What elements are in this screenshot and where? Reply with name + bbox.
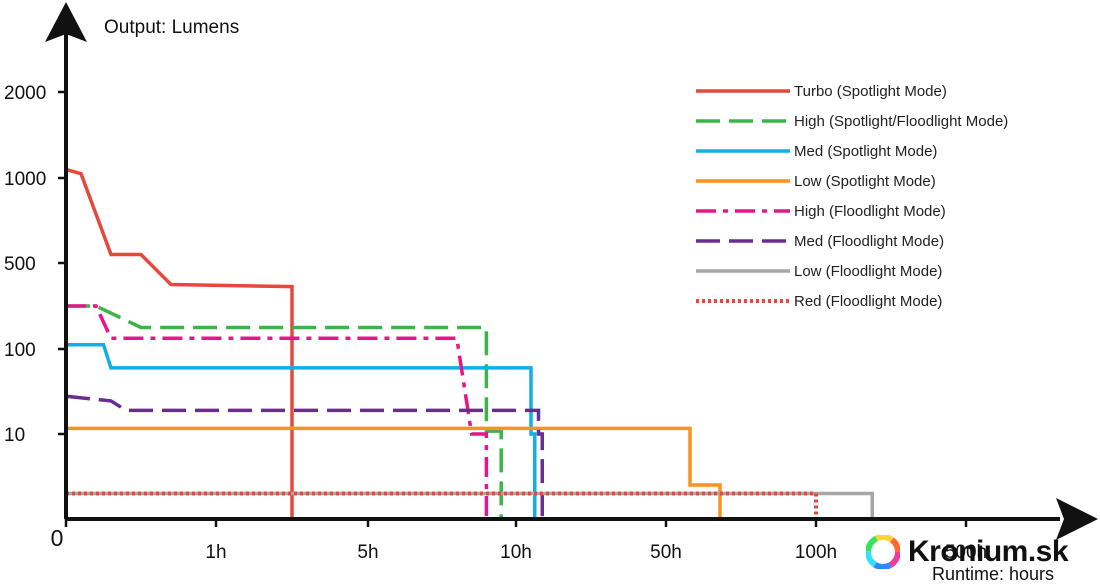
x-tick-label: 50h	[650, 542, 682, 563]
legend-item: Med (Floodlight Mode)	[690, 226, 1008, 256]
legend-label: Red (Floodlight Mode)	[794, 292, 943, 310]
y-tick-label: 2000	[4, 83, 46, 104]
legend: Turbo (Spotlight Mode) High (Spotlight/Fl…	[690, 76, 1008, 316]
x-tick-label: 5h	[357, 542, 378, 563]
legend-label: High (Floodlight Mode)	[794, 202, 946, 220]
legend-swatch	[696, 299, 790, 303]
legend-swatch	[696, 269, 790, 273]
series-line	[65, 167, 294, 519]
series-line	[66, 304, 503, 519]
series-line	[66, 491, 874, 519]
x-tick-label: 100h	[795, 542, 837, 563]
series-line	[66, 304, 489, 519]
y-axis-arrow	[45, 2, 87, 42]
legend-label: Low (Spotlight Mode)	[794, 172, 936, 190]
legend-swatch	[696, 179, 790, 183]
series-lines	[65, 167, 874, 519]
axes	[45, 2, 1098, 540]
legend-item: High (Floodlight Mode)	[690, 196, 1008, 226]
y-tick-label: 500	[4, 254, 36, 275]
legend-label: Med (Spotlight Mode)	[794, 142, 938, 160]
legend-swatch	[696, 89, 790, 93]
y-tick-label: 10	[4, 425, 25, 446]
y-tick-label: 1000	[4, 169, 46, 190]
legend-item: Med (Spotlight Mode)	[690, 136, 1008, 166]
series-line	[66, 426, 722, 519]
series-line	[66, 342, 537, 519]
legend-label: Turbo (Spotlight Mode)	[794, 82, 947, 100]
y-axis-label: Output: Lumens	[104, 17, 240, 38]
legend-label: High (Spotlight/Floodlight Mode)	[794, 112, 1009, 130]
x-tick-label: 500h	[945, 542, 987, 563]
color-wheel-icon	[866, 535, 900, 569]
brand-text: Kronium.sk	[908, 535, 1069, 568]
series-line	[66, 491, 818, 519]
legend-item: Turbo (Spotlight Mode)	[690, 76, 1008, 106]
legend-item: Low (Spotlight Mode)	[690, 166, 1008, 196]
legend-swatch	[696, 209, 790, 213]
legend-item: Red (Floodlight Mode)	[690, 286, 1008, 316]
brand-watermark: Kronium.sk	[866, 535, 1069, 569]
legend-swatch	[696, 239, 790, 243]
x-tick-label: 1h	[205, 542, 226, 563]
tick-labels: 10 100 500 1000 2000 0 1h 5h 10h 50h 100h 500h	[4, 83, 987, 563]
legend-swatch	[696, 149, 790, 153]
x-tick-label: 0	[51, 525, 64, 551]
x-axis-arrow	[1056, 498, 1098, 540]
legend-item: Low (Floodlight Mode)	[690, 256, 1008, 286]
legend-swatch	[696, 119, 790, 123]
series-line	[65, 394, 544, 519]
y-tick-label: 100	[4, 340, 36, 361]
legend-item: High (Spotlight/Floodlight Mode)	[690, 106, 1008, 136]
legend-label: Med (Floodlight Mode)	[794, 232, 945, 250]
legend-label: Low (Floodlight Mode)	[794, 262, 943, 280]
x-tick-label: 10h	[500, 542, 532, 563]
x-axis-label: Runtime: hours	[932, 564, 1055, 584]
